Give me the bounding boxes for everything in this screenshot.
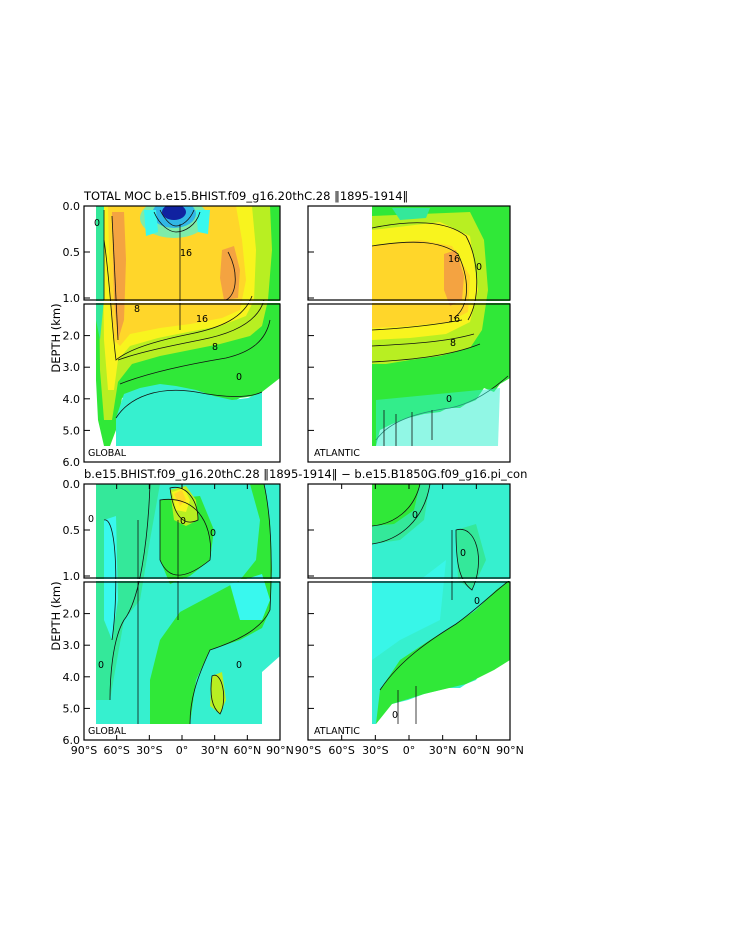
y-axis-label-top: DEPTH (km): [49, 303, 63, 372]
y-axis-ticks: 0.0 0.5 1.0 2.0 3.0 4.0 5.0 6.0 0.0 0.5 1.0 2.0 3.0 4…: [63, 200, 314, 747]
fill-zero: [372, 484, 420, 526]
fill-strong-positive: [444, 250, 464, 306]
y-tick-label: 0.5: [63, 246, 81, 259]
x-tick-label: 30°S: [362, 744, 388, 757]
y-tick-label: 5.0: [63, 424, 81, 437]
x-tick-label: 60°S: [328, 744, 354, 757]
y-tick-label: 6.0: [63, 456, 81, 469]
fill-strong-negative: [162, 206, 186, 220]
contour-label: 16: [448, 254, 460, 265]
fill-weak-negative: [96, 206, 104, 340]
frame-top-atlantic-lower: [307, 303, 511, 463]
bottom-title: b.e15.BHIST.f09_g16.20thC.28 ‖1895-1914‖…: [84, 467, 527, 481]
y-tick-label: 1.0: [63, 570, 81, 583]
contour-label: 0: [460, 548, 466, 559]
panel-top-global: 0 16 8 16 8 0: [84, 206, 280, 462]
fill-positive-low: [210, 672, 226, 714]
frame-top-atlantic-upper: [307, 205, 511, 301]
y-tick-label: 4.0: [63, 671, 81, 684]
region-label-atlantic: ATLANTIC: [314, 726, 360, 737]
y-tick-label: 5.0: [63, 702, 81, 715]
contour-label: 0: [94, 218, 100, 229]
fill-zero: [376, 580, 510, 724]
x-tick-label: 60°N: [462, 744, 490, 757]
x-tick-label: 90°N: [496, 744, 524, 757]
contour-label: 16: [196, 314, 208, 325]
contour-label: 0: [236, 372, 242, 383]
x-tick-label: 0°: [176, 744, 189, 757]
x-tick-label: 60°S: [103, 744, 129, 757]
x-tick-label: 30°N: [429, 744, 457, 757]
region-label-global: GLOBAL: [88, 726, 127, 737]
x-tick-label: 60°N: [233, 744, 261, 757]
contour-label: 0: [412, 510, 418, 521]
contour-label: 0: [210, 528, 216, 539]
y-tick-label: 0.0: [63, 478, 81, 491]
fill-zero: [150, 484, 272, 724]
contour-label: 16: [448, 314, 460, 325]
x-tick-label: 90°S: [71, 744, 97, 757]
contour-label: 16: [180, 248, 192, 259]
fill-positive-high: [108, 206, 246, 346]
frame-top-global-lower: [83, 303, 281, 463]
panel-bottom-global: 0 0 0 0 0: [84, 484, 280, 740]
y-tick-label: 2.0: [63, 330, 81, 343]
contour-label: 0: [236, 660, 242, 671]
y-tick-label: 0.0: [63, 200, 81, 213]
top-title: TOTAL MOC b.e15.BHIST.f09_g16.20thC.28 ‖…: [83, 189, 408, 203]
frame-top-global-upper: [83, 205, 281, 301]
x-tick-label: 90°S: [295, 744, 321, 757]
region-label-global: GLOBAL: [88, 448, 127, 459]
fill-weak-negative: [456, 524, 486, 590]
fill-zero: [160, 496, 214, 584]
x-axis-ticks: 90°S 60°S 30°S 0° 30°N 60°N 90°N 90°S 60°S 30°S 0°…: [71, 484, 524, 757]
panel-bottom-atlantic: 0 0 0 0: [308, 484, 510, 740]
y-tick-label: 4.0: [63, 393, 81, 406]
y-tick-label: 1.0: [63, 292, 81, 305]
contour-label: 8: [212, 342, 218, 353]
x-tick-label: 30°S: [136, 744, 162, 757]
contour-label: 0: [474, 596, 480, 607]
contour-label: 0: [180, 516, 186, 527]
fill-weak-negative: [392, 208, 430, 220]
region-label-atlantic: ATLANTIC: [314, 448, 360, 459]
y-tick-label: 2.0: [63, 608, 81, 621]
fill-strong-positive: [112, 212, 126, 340]
y-tick-label: 3.0: [63, 639, 81, 652]
x-tick-label: 90°N: [266, 744, 294, 757]
contour-label: 0: [88, 514, 94, 525]
x-tick-label: 0°: [403, 744, 416, 757]
y-tick-label: 3.0: [63, 361, 81, 374]
x-tick-label: 30°N: [201, 744, 229, 757]
y-axis-label-bottom: DEPTH (km): [49, 581, 63, 650]
fill-negative-more: [230, 574, 270, 620]
contour-label: 8: [450, 338, 456, 349]
contour-label: 0: [476, 262, 482, 273]
panel-top-atlantic: 16 16 8 0 0: [308, 206, 510, 462]
y-tick-label: 0.5: [63, 524, 81, 537]
contour-label: 0: [98, 660, 104, 671]
contour-label: 0: [446, 394, 452, 405]
fill-negative-more: [372, 560, 446, 660]
y-tick-label: 6.0: [63, 734, 81, 747]
contour-label: 0: [392, 710, 398, 721]
contour-label: 8: [134, 304, 140, 315]
fill-negative: [116, 384, 262, 446]
